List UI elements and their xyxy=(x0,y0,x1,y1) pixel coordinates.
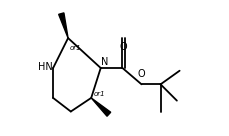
Polygon shape xyxy=(58,13,68,38)
Text: HN: HN xyxy=(38,62,52,72)
Text: O: O xyxy=(119,42,126,52)
Text: or1: or1 xyxy=(93,91,105,97)
Text: or1: or1 xyxy=(69,45,81,51)
Text: O: O xyxy=(137,69,145,79)
Text: N: N xyxy=(101,57,108,67)
Polygon shape xyxy=(91,98,110,116)
